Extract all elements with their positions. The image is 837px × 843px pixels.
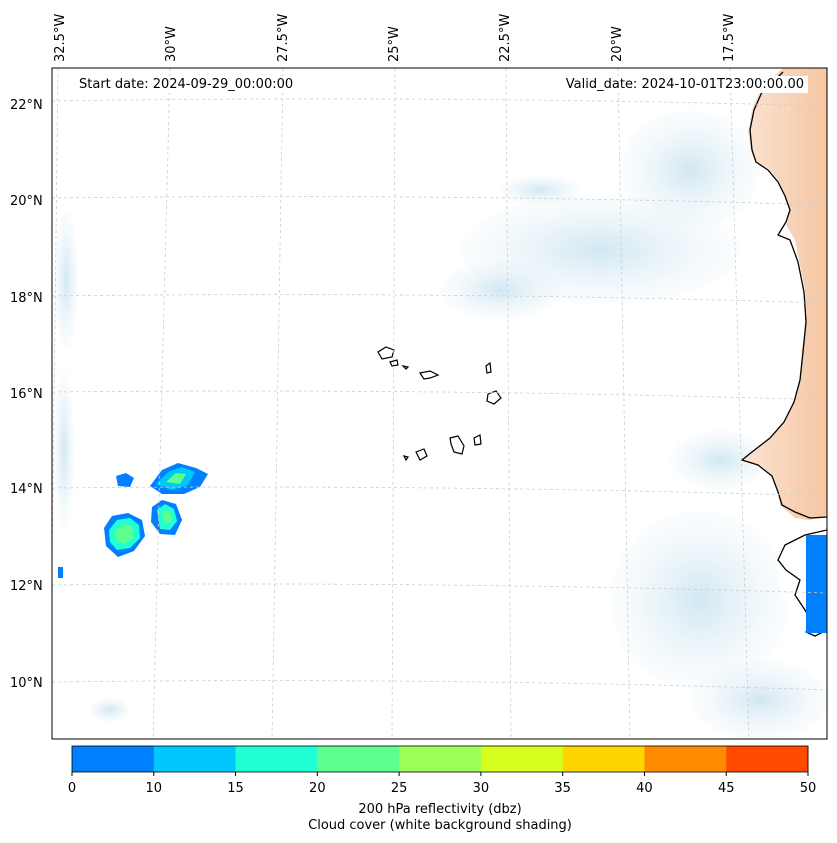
colorbar-swatch	[235, 746, 318, 772]
colorbar-subtitle: Cloud cover (white background shading)	[308, 818, 572, 833]
lat-label: 10°N	[10, 676, 43, 691]
valid-date-label: Valid_date: 2024-10-01T23:00:00.00	[561, 76, 808, 93]
colorbar-swatch	[480, 746, 564, 772]
colorbar-swatch	[399, 746, 482, 772]
reflectivity-strip	[806, 535, 827, 633]
lon-label: 27.5°W	[276, 13, 291, 62]
colorbar-swatch	[726, 746, 809, 772]
lat-label: 16°N	[10, 387, 43, 402]
colorbar-swatch	[317, 746, 400, 772]
colorbar-tick-label: 50	[799, 781, 817, 796]
colorbar-ticks	[71, 772, 809, 776]
lat-label: 14°N	[10, 482, 43, 497]
colorbar-tick-label: 10	[145, 781, 163, 796]
coastline	[740, 71, 827, 519]
colorbar-tick-label: 30	[472, 781, 490, 796]
colorbar-tick-label: 45	[717, 781, 735, 796]
african-landmass	[742, 68, 827, 520]
map-border	[51, 67, 828, 740]
graticule	[52, 68, 827, 739]
colorbar-tick-label: 20	[309, 781, 326, 796]
lon-label: 30°W	[164, 26, 179, 62]
colorbar-title: 200 hPa reflectivity (dbz)	[358, 802, 522, 817]
lon-label: 32.5°W	[53, 13, 68, 62]
lat-label: 18°N	[10, 291, 43, 306]
lat-label: 12°N	[10, 579, 43, 594]
colorbar-tick-label: 35	[554, 781, 571, 796]
start-date-label: Start date: 2024-09-29_00:00:00	[75, 76, 298, 93]
lat-label: 22°N	[10, 98, 43, 113]
colorbar-tick-label: 0	[67, 781, 77, 796]
lat-label: 20°N	[10, 194, 43, 209]
lon-label: 22.5°W	[498, 13, 513, 62]
lon-label: 25°W	[387, 26, 402, 62]
lon-label: 20°W	[610, 26, 625, 62]
colorbar-tick-label: 40	[636, 781, 653, 796]
land-south	[777, 520, 806, 636]
colorbar-swatch	[153, 746, 237, 772]
lon-label: 17.5°W	[722, 13, 737, 62]
cloud-cover-shading	[54, 110, 827, 739]
colorbar-swatch	[644, 746, 727, 772]
colorbar-tick-label: 15	[227, 781, 244, 796]
colorbar	[72, 746, 809, 772]
cape-verde-islands	[377, 346, 502, 462]
colorbar-swatch	[72, 746, 155, 772]
colorbar-swatch	[562, 746, 645, 772]
colorbar-border	[71, 745, 809, 773]
colorbar-tick-label: 25	[390, 781, 408, 796]
